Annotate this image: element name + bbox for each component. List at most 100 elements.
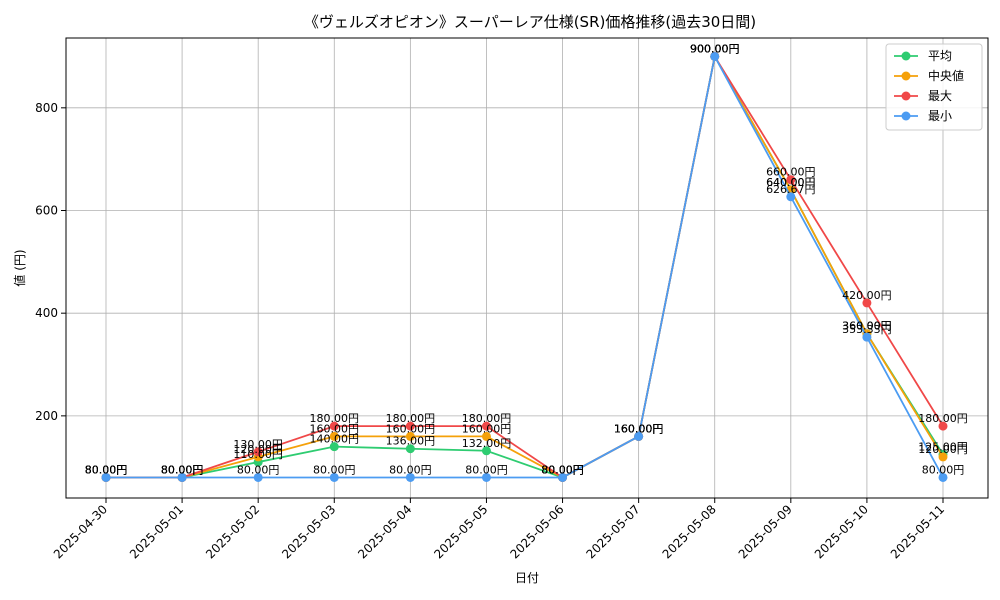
data-point [329, 421, 339, 431]
legend-marker [901, 91, 911, 101]
x-tick-label: 2025-05-11 [888, 502, 947, 561]
legend-box [885, 43, 983, 131]
data-label: 136.00円 [386, 435, 436, 448]
data-label: 900.00円 [690, 42, 740, 55]
data-label: 80.00円 [237, 463, 280, 476]
data-point [405, 421, 415, 431]
data-point [938, 452, 948, 462]
data-label: 420.00円 [842, 289, 892, 302]
data-point [253, 472, 263, 482]
x-tick-label: 2025-05-02 [203, 502, 262, 561]
data-point [481, 421, 491, 431]
data-label: 120.00円 [233, 443, 283, 456]
data-label: 80.00円 [541, 463, 584, 476]
data-label: 160.00円 [614, 422, 664, 435]
y-axis-label: 値 (円) [12, 249, 27, 286]
x-tick-label: 2025-05-01 [127, 502, 186, 561]
x-axis-label: 日付 [515, 571, 539, 585]
data-point [558, 472, 568, 482]
plot-frame [65, 37, 989, 499]
series-line [106, 54, 944, 479]
legend-label: 中央値 [928, 68, 964, 83]
data-label: 80.00円 [541, 463, 584, 476]
data-label: 80.00円 [541, 463, 584, 476]
x-tick-label: 2025-05-06 [507, 502, 566, 561]
data-label: 160.00円 [462, 422, 512, 435]
data-point [405, 472, 415, 482]
data-point [101, 472, 111, 482]
x-tick-label: 2025-05-08 [660, 502, 719, 561]
data-point [481, 446, 491, 456]
data-label: 80.00円 [85, 463, 128, 476]
data-label: 626.67円 [766, 183, 816, 196]
data-point [329, 431, 339, 441]
data-labels: 80.00円 80.00円 110.00円 140.00円 136.00円 132.00円… [85, 42, 968, 476]
data-label: 160.00円 [614, 422, 664, 435]
data-label: 80.00円 [85, 463, 128, 476]
data-point [786, 192, 796, 202]
x-tick-label: 2025-05-09 [736, 502, 795, 561]
data-point [938, 472, 948, 482]
data-label: 80.00円 [389, 463, 432, 476]
x-tick-label: 2025-05-03 [279, 502, 338, 561]
data-point [938, 421, 948, 431]
data-label: 160.00円 [614, 422, 664, 435]
data-label: 80.00円 [161, 463, 204, 476]
y-tick-label: 400 [35, 306, 58, 320]
data-label: 900.00円 [690, 42, 740, 55]
y-tick-label: 600 [35, 204, 58, 218]
data-point [481, 431, 491, 441]
legend-marker [901, 71, 911, 81]
data-point [177, 472, 187, 482]
data-label: 360.00円 [842, 320, 892, 333]
data-label: 80.00円 [85, 463, 128, 476]
data-label: 132.00円 [462, 437, 512, 450]
data-label: 640.00円 [766, 176, 816, 189]
data-label: 900.00円 [690, 42, 740, 55]
x-tick-label: 2025-05-05 [431, 502, 490, 561]
data-label: 180.00円 [386, 412, 436, 425]
series-line [106, 53, 944, 479]
data-label: 160.00円 [386, 422, 436, 435]
x-tick-label: 2025-05-10 [812, 502, 871, 561]
series-lines [101, 51, 948, 482]
y-tick-label: 200 [35, 409, 58, 423]
data-label: 660.00円 [766, 166, 816, 179]
grid [66, 38, 988, 498]
data-point [481, 472, 491, 482]
data-label: 640.00円 [766, 176, 816, 189]
data-label: 80.00円 [161, 463, 204, 476]
x-tick-label: 2025-05-04 [355, 502, 414, 561]
data-point [253, 447, 263, 457]
data-label: 80.00円 [541, 463, 584, 476]
data-label: 900.00円 [690, 42, 740, 55]
data-label: 160.00円 [614, 422, 664, 435]
data-label: 125.00円 [918, 440, 968, 453]
data-label: 80.00円 [85, 463, 128, 476]
data-label: 140.00円 [310, 433, 360, 446]
data-point [329, 442, 339, 452]
data-label: 360.00円 [842, 320, 892, 333]
legend-marker [901, 111, 911, 121]
data-label: 80.00円 [922, 463, 965, 476]
data-label: 80.00円 [161, 463, 204, 476]
chart-title: 《ヴェルズオピオン》スーパーレア仕様(SR)価格推移(過去30日間) [304, 13, 756, 31]
data-label: 180.00円 [462, 412, 512, 425]
data-point [405, 444, 415, 454]
series-line [106, 53, 944, 479]
data-label: 80.00円 [465, 463, 508, 476]
data-label: 120.00円 [918, 443, 968, 456]
data-point [329, 472, 339, 482]
data-label: 180.00円 [310, 412, 360, 425]
legend-label: 最大 [928, 89, 952, 103]
data-point [634, 431, 644, 441]
legend-label: 平均 [928, 49, 952, 63]
data-point [710, 51, 720, 61]
data-point [405, 431, 415, 441]
legend-marker [901, 51, 911, 61]
data-label: 353.33円 [842, 323, 892, 336]
x-tick-label: 2025-05-07 [584, 502, 643, 561]
y-tick-label: 800 [35, 101, 58, 115]
